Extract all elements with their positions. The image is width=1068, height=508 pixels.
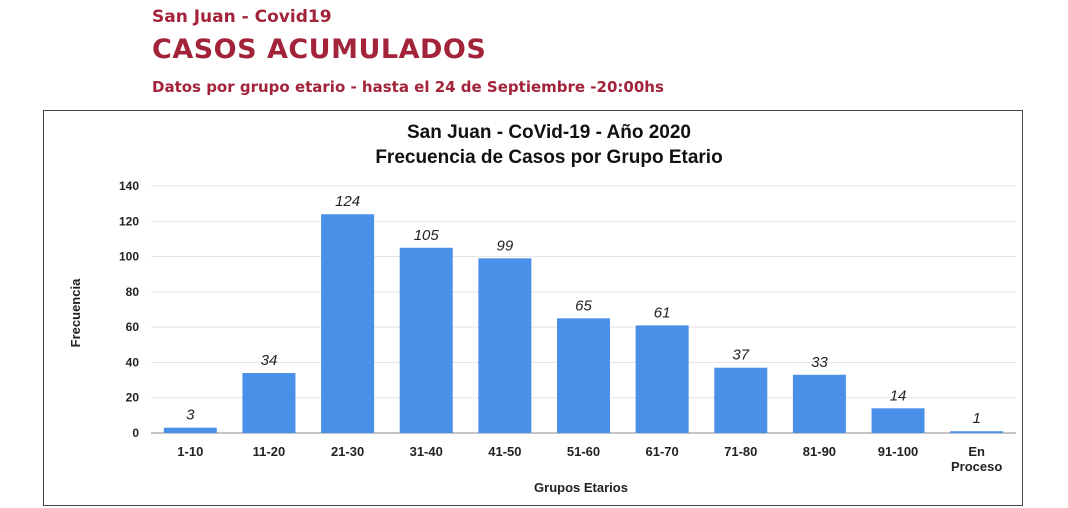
- data-label: 124: [335, 193, 360, 210]
- y-tick-label: 80: [126, 285, 140, 299]
- bar: [635, 325, 689, 433]
- bar-chart: San Juan - CoVid-19 - Año 2020 Frecuenci…: [68, 122, 1016, 495]
- x-tick-label: 61-70: [646, 444, 679, 459]
- data-label: 33: [811, 354, 828, 371]
- data-label: 37: [732, 347, 749, 364]
- x-tick-label: En Proceso: [951, 444, 1002, 474]
- bar: [321, 214, 375, 433]
- bar: [557, 318, 610, 433]
- header-top-line: San Juan - Covid19: [152, 7, 332, 27]
- data-label: 3: [186, 407, 195, 424]
- data-label: 61: [654, 304, 671, 321]
- data-label: 1: [973, 410, 981, 427]
- x-tick-label: 91-100: [878, 444, 918, 459]
- page-title: CASOS ACUMULADOS: [152, 34, 487, 65]
- y-tick-label: 140: [119, 179, 139, 193]
- y-tick-label: 120: [119, 214, 139, 228]
- chart-subtitle: Frecuencia de Casos por Grupo Etario: [375, 147, 722, 168]
- data-label: 99: [497, 237, 514, 254]
- bar: [714, 367, 768, 433]
- x-tick-label: 21-30: [331, 444, 364, 459]
- y-tick-label: 100: [119, 250, 139, 264]
- data-label: 65: [575, 297, 592, 314]
- x-tick-label: 71-80: [724, 444, 757, 459]
- y-tick-label: 40: [126, 355, 140, 369]
- x-tick-label: 51-60: [567, 444, 600, 459]
- bar: [163, 427, 217, 433]
- bar: [478, 258, 532, 433]
- data-label: 105: [414, 227, 440, 244]
- y-tick-label: 60: [126, 320, 140, 334]
- y-tick-label: 0: [132, 426, 139, 440]
- y-tick-label: 20: [126, 391, 140, 405]
- y-axis-label: Frecuencia: [68, 278, 83, 347]
- data-label: 14: [890, 387, 907, 404]
- chart-frame: San Juan - CoVid-19 - Año 2020 Frecuenci…: [43, 110, 1023, 506]
- x-tick-label: 11-20: [253, 444, 286, 459]
- chart-title: San Juan - CoVid-19 - Año 2020: [407, 122, 691, 143]
- bar: [792, 374, 846, 433]
- bar: [242, 373, 296, 433]
- x-axis-label: Grupos Etarios: [534, 480, 628, 495]
- bar: [950, 431, 1004, 433]
- x-tick-label: 1-10: [177, 444, 203, 459]
- page-subtitle: Datos por grupo etario - hasta el 24 de …: [152, 78, 664, 96]
- bar: [871, 408, 925, 433]
- x-tick-label: 31-40: [410, 444, 443, 459]
- x-tick-label: 41-50: [488, 444, 521, 459]
- data-label: 34: [261, 352, 278, 369]
- x-tick-label: 81-90: [803, 444, 836, 459]
- bar: [399, 247, 453, 433]
